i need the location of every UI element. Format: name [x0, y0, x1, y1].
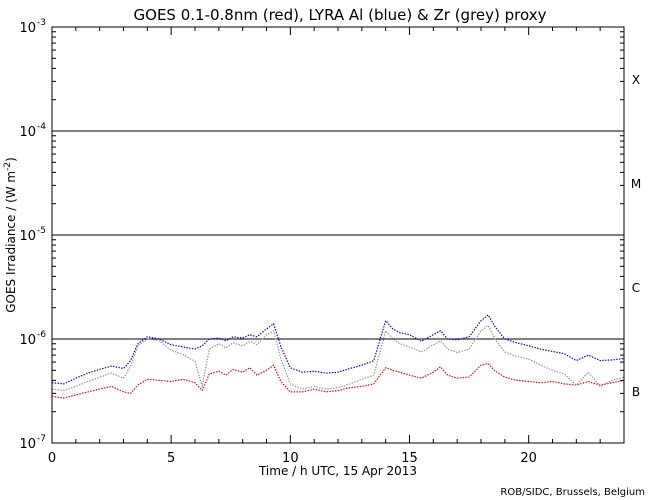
- series-line-2: [51, 324, 625, 392]
- y-axis-label-close: ): [4, 157, 18, 162]
- y-tick-label-0: 10: [19, 437, 36, 452]
- x-axis-ticks: 0 5 10 15 20: [48, 27, 625, 466]
- y-tick-base-2: 10: [19, 229, 36, 244]
- flare-class-label-m: M: [631, 177, 641, 191]
- x-axis-label: Time / h UTC, 15 Apr 2013: [258, 464, 417, 478]
- flare-class-label-x: X: [632, 73, 640, 87]
- y-tick-base-1: 10: [19, 333, 36, 348]
- y-tick-base-4: 10: [19, 21, 36, 36]
- x-tick-label-4: 20: [520, 451, 537, 466]
- y-tick-exponent-0: -7: [37, 434, 46, 444]
- y-axis-label-main: GOES Irradiance / (W m: [4, 171, 18, 313]
- y-tick-exponent-1: -6: [37, 330, 46, 340]
- flare-class-lines: [52, 130, 624, 340]
- y-tick-label-4: 10: [19, 21, 36, 36]
- x-tick-label-1: 5: [167, 451, 175, 466]
- flare-class-label-c: C: [632, 281, 640, 295]
- y-axis-label: GOES Irradiance / (W m-2): [3, 157, 18, 313]
- flare-class-label-b: B: [632, 385, 640, 399]
- y-tick-exponent-3: -4: [37, 122, 46, 132]
- y-axis-ticks: 10-710-610-510-410-3: [19, 18, 624, 452]
- y-tick-label-3: 10: [19, 125, 36, 140]
- y-axis-label-exp: -2: [3, 162, 13, 171]
- y-tick-label-2: 10: [19, 229, 36, 244]
- credit-text: ROB/SIDC, Brussels, Belgium: [500, 487, 645, 498]
- data-series: [51, 314, 625, 399]
- y-tick-exponent-4: -3: [37, 18, 46, 28]
- x-tick-label-3: 15: [401, 451, 418, 466]
- chart-title: GOES 0.1-0.8nm (red), LYRA Al (blue) & Z…: [134, 6, 547, 24]
- y-tick-exponent-2: -5: [37, 226, 46, 236]
- y-tick-label-1: 10: [19, 333, 36, 348]
- series-line-1: [51, 314, 625, 385]
- y-tick-base-3: 10: [19, 125, 36, 140]
- y-tick-base-0: 10: [19, 437, 36, 452]
- flare-class-labels: X M C B: [631, 73, 641, 399]
- x-tick-label-2: 10: [282, 451, 299, 466]
- x-tick-label-0: 0: [48, 451, 56, 466]
- series-line-0: [51, 363, 625, 399]
